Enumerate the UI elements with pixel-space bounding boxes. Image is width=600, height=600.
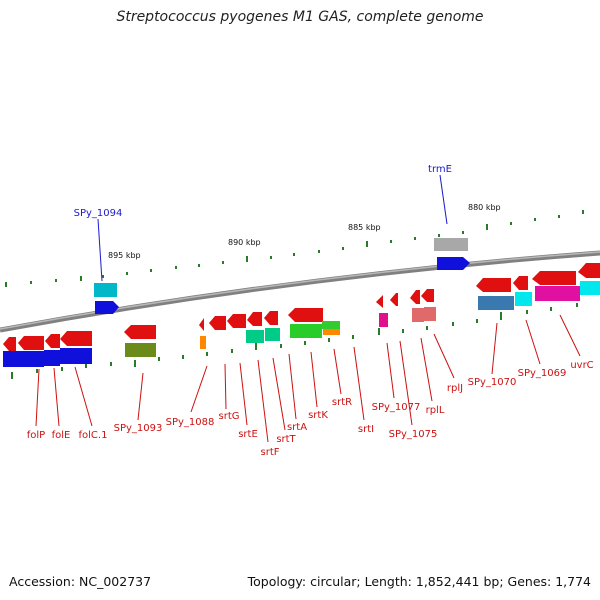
gene-feature xyxy=(199,318,204,331)
gene-label[interactable]: SPy_1069 xyxy=(518,368,567,379)
gene-feature xyxy=(535,286,580,301)
gene-label[interactable]: uvrC xyxy=(570,360,593,371)
gene-label[interactable]: SPy_1094 xyxy=(74,208,123,219)
gene-feature xyxy=(379,313,388,327)
gene-feature xyxy=(424,307,436,321)
gene-feature xyxy=(290,324,322,338)
ruler-label: 880 kbp xyxy=(468,203,501,212)
gene-label[interactable]: folE xyxy=(52,430,71,441)
gene-feature xyxy=(16,351,44,367)
gene-feature xyxy=(478,296,514,310)
leader-lines-reverse xyxy=(35,314,581,443)
inner-ticks xyxy=(11,303,578,379)
ruler-ticks xyxy=(5,210,584,287)
genome-backbone xyxy=(0,250,600,333)
gene-feature xyxy=(437,257,470,270)
gene-feature xyxy=(209,316,226,330)
gene-label[interactable]: SPy_1088 xyxy=(166,417,215,428)
gene-feature xyxy=(322,321,340,329)
gene-feature xyxy=(60,331,92,346)
gene-label[interactable]: srtE xyxy=(238,429,258,440)
gene-feature xyxy=(288,308,323,322)
gene-feature xyxy=(18,336,44,350)
gene-label[interactable]: folP xyxy=(27,430,45,441)
gene-feature xyxy=(390,293,398,306)
gene-feature xyxy=(227,314,246,328)
gene-label[interactable]: SPy_1077 xyxy=(372,402,421,413)
forward-features xyxy=(94,238,470,314)
gene-feature xyxy=(580,281,600,295)
gene-feature xyxy=(3,351,16,367)
gene-feature xyxy=(412,308,424,322)
leader-lines-forward xyxy=(97,174,448,282)
gene-label[interactable]: folC.1 xyxy=(79,430,108,441)
gene-feature xyxy=(513,276,528,290)
genome-backbone-highlight xyxy=(0,251,600,330)
gene-feature xyxy=(434,238,468,251)
gene-feature xyxy=(421,289,434,302)
gene-feature xyxy=(532,271,576,285)
gene-feature xyxy=(200,336,206,349)
gene-feature xyxy=(45,334,60,348)
gene-feature xyxy=(95,301,119,314)
gene-label[interactable]: SPy_1093 xyxy=(114,423,163,434)
gene-label[interactable]: srtK xyxy=(308,410,328,421)
gene-feature xyxy=(246,330,264,343)
gene-feature xyxy=(264,311,278,325)
gene-feature xyxy=(578,263,600,278)
gene-label[interactable]: rplL xyxy=(426,405,445,416)
gene-feature xyxy=(265,328,280,341)
gene-label[interactable]: SPy_1075 xyxy=(389,429,438,440)
gene-label[interactable]: trmE xyxy=(428,164,452,175)
gene-label[interactable]: SPy_1070 xyxy=(468,377,517,388)
gene-label[interactable]: srtI xyxy=(358,424,374,435)
gene-feature xyxy=(323,329,340,335)
gene-feature xyxy=(476,278,511,292)
gene-label[interactable]: srtA xyxy=(287,422,307,433)
ruler-label: 885 kbp xyxy=(348,223,381,232)
gene-feature xyxy=(94,283,117,297)
gene-feature xyxy=(44,350,60,366)
gene-feature xyxy=(247,312,262,326)
gene-label[interactable]: rplJ xyxy=(447,383,463,394)
gene-feature xyxy=(410,290,420,304)
gene-feature xyxy=(515,292,532,306)
accession-text: Accession: NC_002737 xyxy=(9,574,152,589)
gene-feature xyxy=(60,348,92,364)
gene-label[interactable]: srtF xyxy=(261,447,280,458)
reverse-features xyxy=(3,263,600,367)
gene-feature xyxy=(124,325,156,339)
ruler-label: 895 kbp xyxy=(108,251,141,260)
gene-feature xyxy=(3,337,16,351)
map-title: Streptococcus pyogenes M1 GAS, complete … xyxy=(116,9,484,25)
gene-label[interactable]: srtR xyxy=(332,397,352,408)
topology-text: Topology: circular; Length: 1,852,441 bp… xyxy=(247,574,591,589)
gene-feature xyxy=(376,295,383,308)
ruler-label: 890 kbp xyxy=(228,238,261,247)
gene-feature xyxy=(125,343,156,357)
gene-label[interactable]: srtG xyxy=(219,411,240,422)
gene-label[interactable]: srtT xyxy=(276,434,296,445)
